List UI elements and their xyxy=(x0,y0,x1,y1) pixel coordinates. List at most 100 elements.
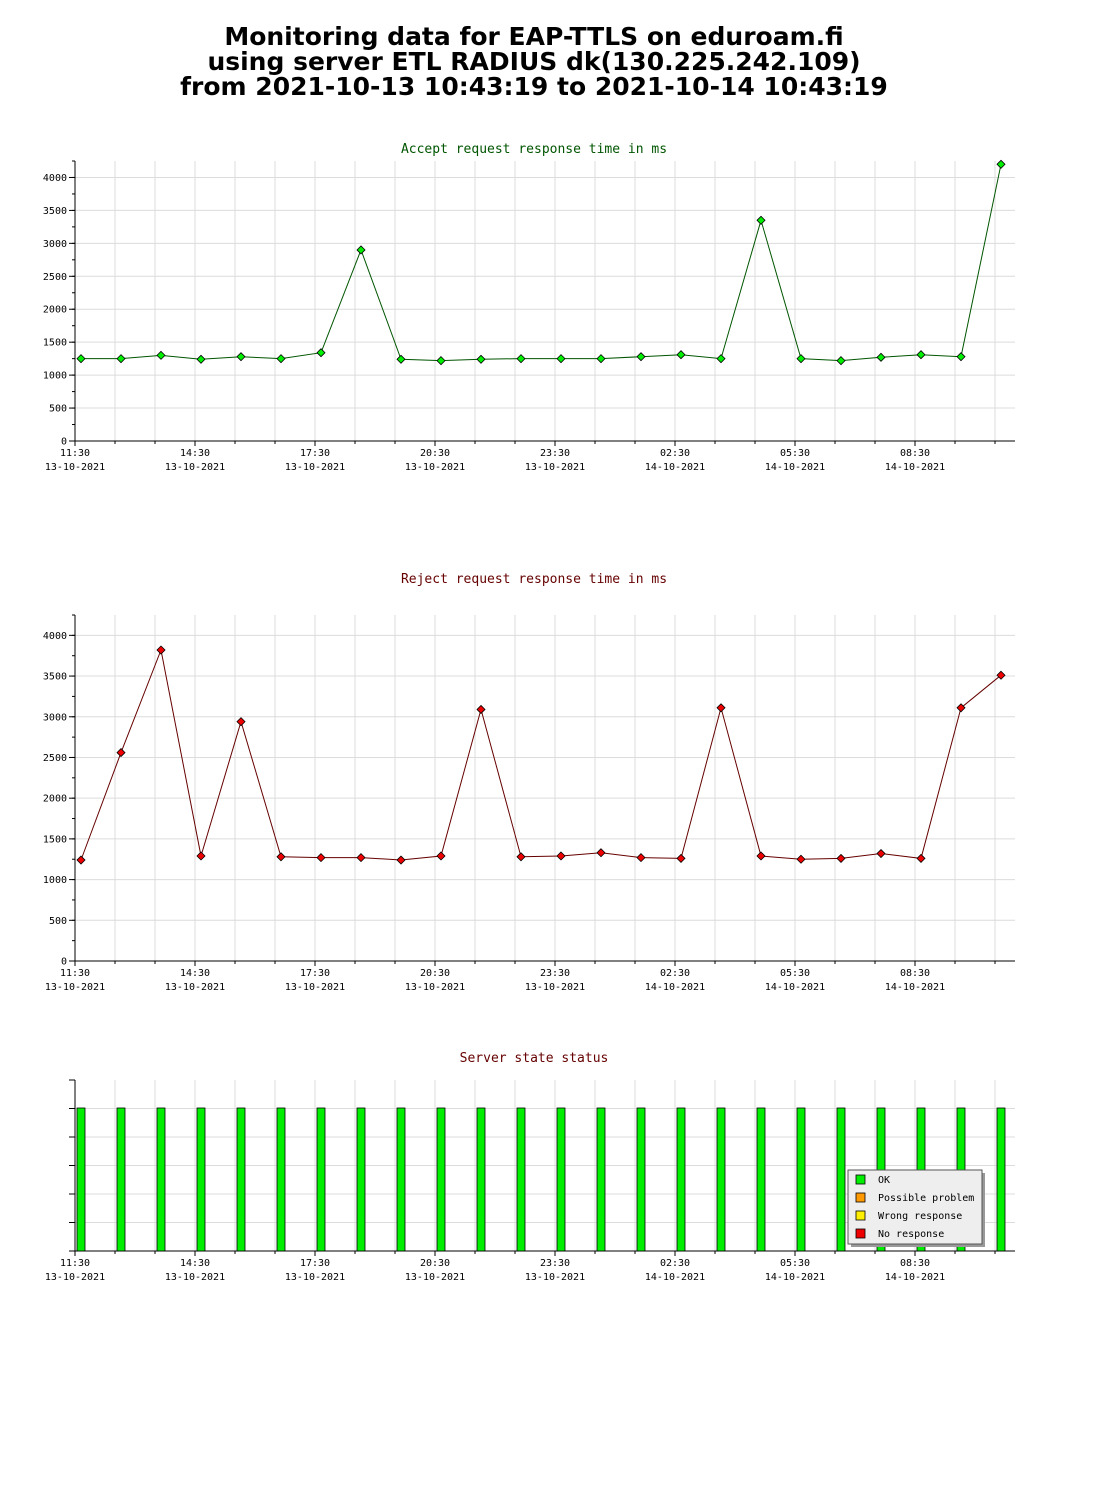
status-bar xyxy=(596,1107,606,1252)
y-tick-label: 1000 xyxy=(43,371,67,382)
data-point xyxy=(876,352,886,362)
data-point xyxy=(76,354,86,364)
x-tick-label-date: 14-10-2021 xyxy=(885,462,945,473)
data-point xyxy=(396,354,406,364)
x-tick-label-date: 13-10-2021 xyxy=(45,1272,105,1283)
y-tick-label: 2000 xyxy=(43,305,67,316)
data-point xyxy=(76,855,86,865)
data-point xyxy=(956,352,966,362)
data-point xyxy=(956,703,966,713)
data-point xyxy=(916,853,926,863)
status-bar xyxy=(156,1107,166,1252)
status-bar xyxy=(676,1107,686,1252)
x-tick-label-time: 02:30 xyxy=(660,968,690,979)
x-tick-label-date: 13-10-2021 xyxy=(285,1272,345,1283)
x-tick-label-time: 14:30 xyxy=(180,448,210,459)
status-bar xyxy=(756,1107,766,1252)
y-tick-label: 3500 xyxy=(43,672,67,683)
x-tick-label-date: 13-10-2021 xyxy=(285,462,345,473)
x-tick-label-date: 14-10-2021 xyxy=(765,462,825,473)
data-point xyxy=(396,855,406,865)
data-point xyxy=(476,354,486,364)
accept-chart-title: Accept request response time in ms xyxy=(401,142,667,157)
x-tick-label-time: 11:30 xyxy=(60,448,90,459)
status-bar xyxy=(636,1107,646,1252)
data-point xyxy=(876,848,886,859)
data-point xyxy=(596,354,606,364)
data-point xyxy=(116,354,126,364)
x-tick-label-time: 02:30 xyxy=(660,448,690,459)
reject-response-time-chart: Reject request response time in ms 0 500 1… xyxy=(43,572,1015,993)
x-tick-label-time: 17:30 xyxy=(300,1258,330,1269)
header-line-1: Monitoring data for EAP-TTLS on eduroam.… xyxy=(224,22,844,51)
x-tick-label-date: 13-10-2021 xyxy=(285,982,345,993)
data-point xyxy=(796,354,806,364)
y-tick-label: 1000 xyxy=(43,875,67,886)
x-tick-label-time: 23:30 xyxy=(540,1258,570,1269)
data-point xyxy=(796,854,806,864)
data-point xyxy=(556,354,566,364)
series-line xyxy=(80,648,1002,861)
status-bar xyxy=(796,1107,806,1252)
data-point xyxy=(236,717,246,727)
x-tick-label-date: 13-10-2021 xyxy=(45,462,105,473)
x-tick-label-date: 14-10-2021 xyxy=(885,1272,945,1283)
legend-swatch xyxy=(855,1174,866,1185)
x-tick-label-date: 14-10-2021 xyxy=(645,1272,705,1283)
x-tick-label-time: 20:30 xyxy=(420,1258,450,1269)
data-point xyxy=(676,350,686,360)
data-point xyxy=(996,159,1006,169)
x-tick-label-time: 14:30 xyxy=(180,968,210,979)
data-point xyxy=(196,354,206,364)
data-point xyxy=(916,350,926,360)
legend-box xyxy=(847,1169,983,1245)
data-point xyxy=(716,354,726,364)
x-tick-label-time: 14:30 xyxy=(180,1258,210,1269)
data-point xyxy=(316,348,326,358)
header-line-3: from 2021-10-13 10:43:19 to 2021-10-14 1… xyxy=(180,72,888,101)
data-point xyxy=(236,352,246,362)
legend-swatch xyxy=(855,1192,866,1203)
data-point xyxy=(636,853,646,863)
x-tick-label-time: 11:30 xyxy=(60,1258,90,1269)
x-tick-label-time: 08:30 xyxy=(900,1258,930,1269)
y-tick-label: 1500 xyxy=(43,338,67,349)
x-tick-label-time: 08:30 xyxy=(900,448,930,459)
data-point xyxy=(356,853,366,863)
x-tick-label-date: 13-10-2021 xyxy=(165,1272,225,1283)
data-point xyxy=(836,356,846,366)
x-tick-label-time: 23:30 xyxy=(540,968,570,979)
x-tick-label-time: 08:30 xyxy=(900,968,930,979)
status-bar xyxy=(276,1107,286,1252)
x-tick-label-date: 13-10-2021 xyxy=(405,982,465,993)
x-tick-label-date: 13-10-2021 xyxy=(45,982,105,993)
x-tick-label-date: 14-10-2021 xyxy=(765,982,825,993)
y-tick-label: 0 xyxy=(61,957,67,968)
data-point xyxy=(276,354,286,364)
y-tick-label: 1500 xyxy=(43,834,67,845)
status-bar xyxy=(436,1107,446,1252)
x-tick-label-date: 13-10-2021 xyxy=(525,462,585,473)
data-point xyxy=(756,851,766,861)
legend-label: Possible problem xyxy=(878,1193,974,1204)
state-chart-title: Server state status xyxy=(460,1051,609,1066)
x-tick-label-time: 05:30 xyxy=(780,968,810,979)
legend-swatch xyxy=(855,1210,866,1221)
status-bar xyxy=(196,1107,206,1252)
data-point xyxy=(836,853,846,863)
x-tick-label-time: 23:30 xyxy=(540,448,570,459)
series-line xyxy=(81,164,1002,362)
x-tick-label-date: 13-10-2021 xyxy=(525,982,585,993)
data-point xyxy=(516,852,526,862)
data-point xyxy=(276,852,286,862)
data-point xyxy=(196,851,206,861)
status-bar xyxy=(556,1107,566,1252)
data-point xyxy=(316,853,326,863)
y-tick-label: 500 xyxy=(49,916,67,927)
x-tick-label-date: 13-10-2021 xyxy=(165,462,225,473)
y-tick-label: 500 xyxy=(49,404,67,415)
status-bar xyxy=(716,1107,726,1252)
status-bar xyxy=(356,1107,366,1252)
accept-response-time-chart: Accept request response time in ms 0 500 1… xyxy=(43,142,1015,473)
